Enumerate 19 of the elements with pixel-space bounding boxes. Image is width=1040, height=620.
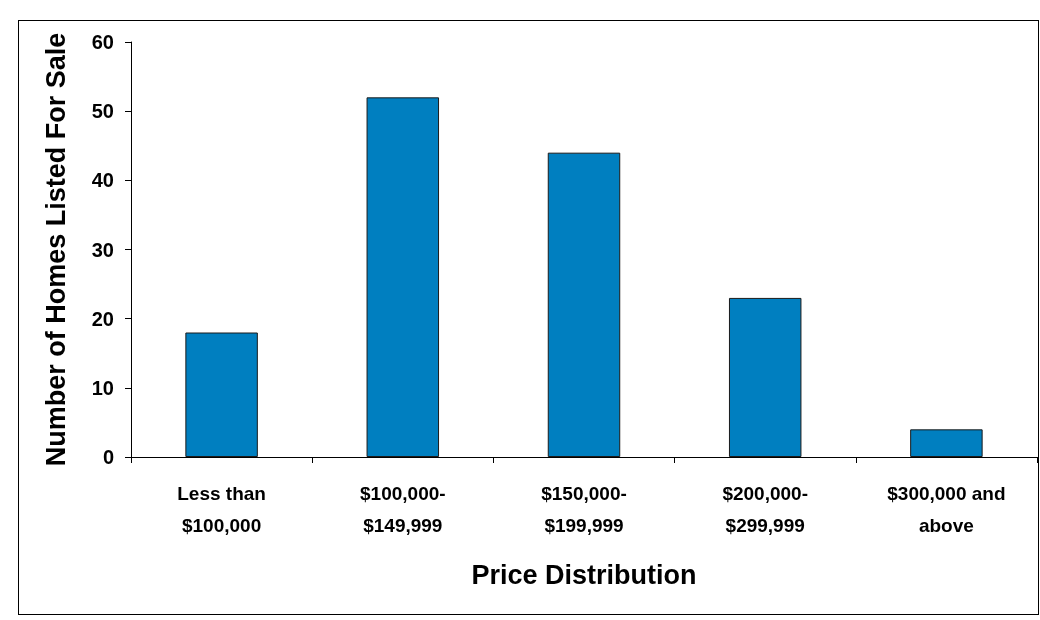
bar xyxy=(910,429,983,457)
x-axis-title: Price Distribution xyxy=(471,559,697,590)
y-tick-label: 50 xyxy=(91,100,114,123)
x-tick-label: $150,000-$199,999 xyxy=(541,482,627,536)
x-tick-label: $300,000 and above xyxy=(887,482,1006,536)
x-tick-label: $100,000-$149,999 xyxy=(360,482,446,536)
y-tick-label: 40 xyxy=(91,169,114,192)
bar xyxy=(185,332,258,457)
x-tick-label: $200,000-$299,999 xyxy=(722,482,808,536)
y-tick-label: 20 xyxy=(91,307,114,330)
y-tick-label: 10 xyxy=(91,376,114,399)
y-axis-title: Number of Homes Listed For Sale xyxy=(40,32,71,467)
bar xyxy=(547,152,621,457)
y-tick-label: 0 xyxy=(102,446,114,468)
bar xyxy=(366,97,440,457)
x-tick-label: Less than $100,000 xyxy=(177,482,266,536)
y-tick-label: 60 xyxy=(91,31,114,53)
y-tick-label: 30 xyxy=(91,238,114,261)
bar xyxy=(728,297,802,457)
